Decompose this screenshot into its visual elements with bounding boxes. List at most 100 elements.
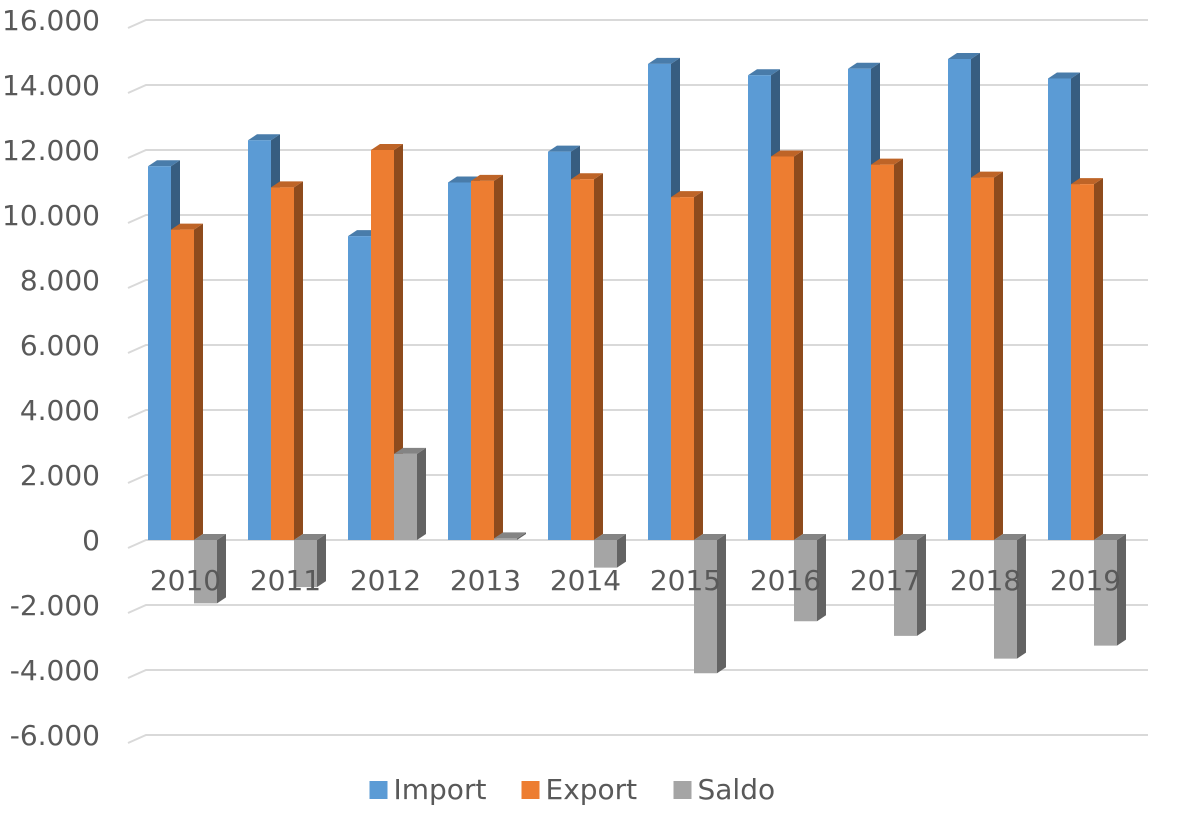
legend-item-import: Import: [369, 773, 487, 806]
legend-label: Export: [546, 773, 638, 806]
bar-side: [1117, 534, 1126, 646]
bar-top: [848, 62, 880, 69]
bar-top: [748, 69, 780, 76]
bar-export-2015: [671, 191, 703, 540]
bar-top: [194, 534, 226, 540]
gridline: [127, 214, 1148, 224]
bar-side: [617, 534, 626, 568]
bar-front: [471, 180, 494, 540]
bar-front: [348, 236, 371, 540]
bar-side: [517, 532, 526, 540]
bar-top: [548, 145, 580, 152]
y-tick-label: 14.000: [2, 69, 100, 102]
bar-side: [894, 158, 903, 540]
gridline: [127, 734, 1148, 744]
bar-side: [917, 534, 926, 636]
bar-top: [771, 150, 803, 157]
bar-side: [317, 534, 326, 588]
legend-label: Saldo: [698, 773, 776, 806]
y-tick-label: 4.000: [20, 394, 100, 427]
x-category-label: 2010: [150, 564, 221, 597]
bar-saldo-2018: [994, 534, 1026, 659]
bar-side: [994, 171, 1003, 540]
bar-saldo-2011: [294, 534, 326, 588]
bar-front: [548, 151, 571, 540]
bar-side: [394, 144, 403, 540]
y-tick-label: -2.000: [10, 589, 100, 622]
legend-swatch: [673, 781, 692, 799]
bar-export-2017: [871, 158, 903, 540]
legend-swatch: [521, 781, 540, 799]
bar-front: [671, 197, 694, 540]
bar-side: [1094, 178, 1103, 540]
bar-export-2019: [1071, 178, 1103, 540]
bar-top: [894, 534, 926, 540]
bar-top: [971, 171, 1003, 178]
bar-front: [971, 177, 994, 540]
y-tick-label: -4.000: [10, 654, 100, 687]
gridline: [127, 84, 1148, 94]
bar-front: [871, 164, 894, 540]
bar-front: [1071, 184, 1094, 540]
bar-front: [694, 540, 717, 674]
bar-saldo-2014: [594, 534, 626, 568]
bar-top: [571, 173, 603, 180]
bar-front: [248, 140, 271, 540]
bar-export-2010: [171, 223, 203, 540]
bar-top: [171, 223, 203, 230]
y-tick-label: 0: [82, 524, 100, 557]
bar-saldo-2015: [694, 534, 726, 674]
bar-top: [794, 534, 826, 540]
bar-top: [294, 534, 326, 540]
bar-front: [848, 68, 871, 540]
bar-front: [571, 179, 594, 540]
bar-front: [1094, 540, 1117, 646]
bar-front: [594, 540, 617, 568]
bar-export-2018: [971, 171, 1003, 540]
bar-saldo-2010: [194, 534, 226, 604]
bar-top: [371, 144, 403, 150]
bar-front: [648, 63, 671, 540]
bar-side: [417, 447, 426, 540]
bar-side: [217, 534, 226, 604]
x-category-label: 2016: [750, 564, 821, 597]
bar-export-2013: [471, 174, 503, 540]
x-category-label: 2012: [350, 564, 421, 597]
bar-top: [148, 160, 180, 167]
gridline: [127, 19, 1148, 29]
bar-saldo-2016: [794, 534, 826, 622]
bar-saldo-2012: [394, 447, 426, 540]
bar-front: [1048, 78, 1071, 540]
gridline: [127, 409, 1148, 419]
bar-front: [148, 166, 171, 540]
bar-top: [494, 532, 526, 539]
bar-saldo-2019: [1094, 534, 1126, 646]
bar-side: [694, 191, 703, 540]
bar-front: [171, 229, 194, 540]
bar-top: [694, 534, 726, 540]
x-category-label: 2013: [450, 564, 521, 597]
bar-top: [394, 447, 426, 454]
bar-export-2011: [271, 181, 303, 540]
bar-front: [771, 156, 794, 540]
bar-side: [794, 150, 803, 540]
legend-swatch: [369, 781, 388, 799]
legend: Import Export Saldo: [369, 773, 776, 806]
bar-top: [1071, 178, 1103, 185]
bar-top: [871, 158, 903, 165]
bar-front: [448, 182, 471, 540]
bar-export-2012: [371, 144, 403, 540]
bar-top: [471, 174, 503, 181]
x-category-label: 2015: [650, 564, 721, 597]
legend-label: Import: [394, 773, 487, 806]
bar-export-2014: [571, 173, 603, 540]
y-tick-label: -6.000: [10, 719, 100, 752]
bar-top: [994, 534, 1026, 540]
bar-front: [394, 453, 417, 540]
bar-side: [817, 534, 826, 622]
y-tick-label: 8.000: [20, 264, 100, 297]
gridline: [127, 669, 1148, 679]
bar-top: [271, 181, 303, 188]
bar-side: [717, 534, 726, 674]
